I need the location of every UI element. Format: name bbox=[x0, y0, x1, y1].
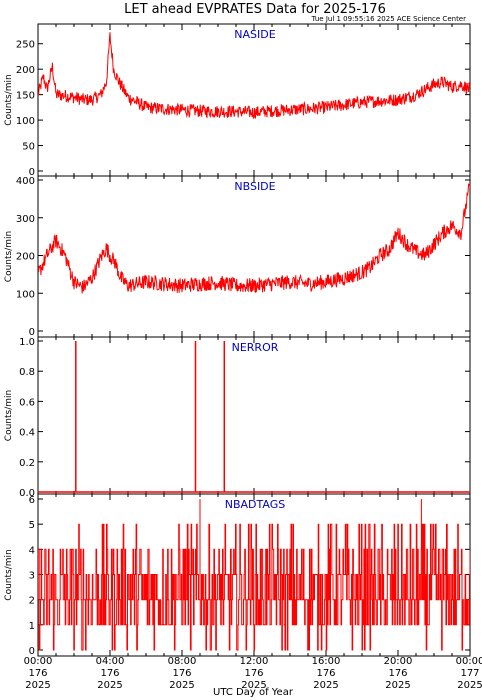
x-tick-label-time: 16:00 bbox=[312, 656, 341, 667]
y-tick-label: 0 bbox=[29, 646, 35, 657]
y-tick-label: 100 bbox=[16, 289, 35, 300]
x-tick-label-year: 2025 bbox=[241, 680, 266, 691]
x-tick-label-time: 00:00 bbox=[24, 656, 53, 667]
panel-title: NERROR bbox=[232, 341, 279, 354]
y-axis-title: Counts/min bbox=[4, 390, 14, 441]
x-tick-label-doy: 176 bbox=[316, 668, 335, 679]
x-tick-label-time: 20:00 bbox=[384, 656, 413, 667]
y-tick-label: 400 bbox=[16, 176, 35, 187]
x-tick-label-year: 2025 bbox=[313, 680, 338, 691]
x-tick-label-year: 2025 bbox=[457, 680, 482, 691]
plot-frame bbox=[37, 336, 471, 495]
panel-title: NBSIDE bbox=[234, 180, 275, 193]
y-tick-label: 0.2 bbox=[19, 458, 35, 469]
y-tick-label: 0 bbox=[29, 167, 35, 178]
panel-title: NBADTAGS bbox=[225, 498, 285, 511]
x-tick-label-year: 2025 bbox=[97, 680, 122, 691]
y-tick-label: 50 bbox=[22, 142, 35, 153]
y-tick-label: 2 bbox=[29, 596, 35, 607]
y-tick-label: 6 bbox=[29, 495, 35, 506]
y-tick-label: 3 bbox=[29, 571, 35, 582]
y-tick-label: 300 bbox=[16, 214, 35, 225]
x-tick-label-time: 12:00 bbox=[240, 656, 269, 667]
x-tick-label-doy: 176 bbox=[244, 668, 263, 679]
y-axis-title: Counts/min bbox=[4, 74, 14, 125]
x-tick-label-year: 2025 bbox=[25, 680, 50, 691]
x-tick-label-doy: 177 bbox=[460, 668, 479, 679]
y-tick-label: 0.4 bbox=[19, 428, 35, 439]
x-tick-label-doy: 176 bbox=[28, 668, 47, 679]
x-tick-label-doy: 176 bbox=[100, 668, 119, 679]
panel-nbside: 0 100 200 300 400 Counts/min NBSIDE bbox=[4, 175, 471, 338]
x-axis-title: UTC Day of Year bbox=[213, 687, 294, 698]
y-axis-title: Counts/min bbox=[4, 549, 14, 600]
y-tick-label: 4 bbox=[29, 545, 35, 556]
x-tick-label-year: 2025 bbox=[169, 680, 194, 691]
data-series-line bbox=[38, 341, 470, 493]
panel-naside: 0 50 100 150 200 250 Counts/min NASIDE bbox=[4, 23, 471, 178]
x-tick-label-year: 2025 bbox=[385, 680, 410, 691]
x-tick-label-doy: 176 bbox=[172, 668, 191, 679]
data-series-line bbox=[38, 32, 470, 120]
y-tick-label: 150 bbox=[16, 91, 35, 102]
x-tick-label-time: 04:00 bbox=[96, 656, 125, 667]
panel-title: NASIDE bbox=[234, 28, 275, 41]
y-tick-label: 0.8 bbox=[19, 367, 35, 378]
figure-title: LET ahead EVPRATES Data for 2025-176 bbox=[124, 2, 386, 17]
plot-frame bbox=[37, 175, 471, 338]
y-tick-label: 1 bbox=[29, 621, 35, 632]
timestamp: Tue Jul 1 09:55:16 2025 ACE Science Cent… bbox=[311, 15, 466, 23]
y-tick-label: 200 bbox=[16, 65, 35, 76]
data-series-line bbox=[38, 499, 470, 651]
y-tick-label: 0 bbox=[29, 327, 35, 338]
y-tick-label: 5 bbox=[29, 520, 35, 531]
x-tick-label-time: 08:00 bbox=[168, 656, 197, 667]
x-tick-label-time: 00:00 bbox=[456, 656, 482, 667]
y-tick-label: 200 bbox=[16, 252, 35, 263]
y-tick-label: 0.6 bbox=[19, 397, 35, 408]
y-tick-label: 250 bbox=[16, 40, 35, 51]
panel-nbadtags: 0 1 2 3 4 5 6 Counts/min NBADTAGS bbox=[4, 493, 471, 657]
x-tick-label-doy: 176 bbox=[388, 668, 407, 679]
y-tick-label: 1.0 bbox=[19, 337, 35, 348]
data-series-line bbox=[38, 182, 470, 294]
y-axis-title: Counts/min bbox=[4, 231, 14, 282]
y-tick-label: 0.0 bbox=[19, 488, 35, 499]
panel-nerror: 0.0 0.2 0.4 0.6 0.8 1.0 Counts/min NERROR bbox=[4, 336, 471, 499]
y-tick-label: 100 bbox=[16, 116, 35, 127]
